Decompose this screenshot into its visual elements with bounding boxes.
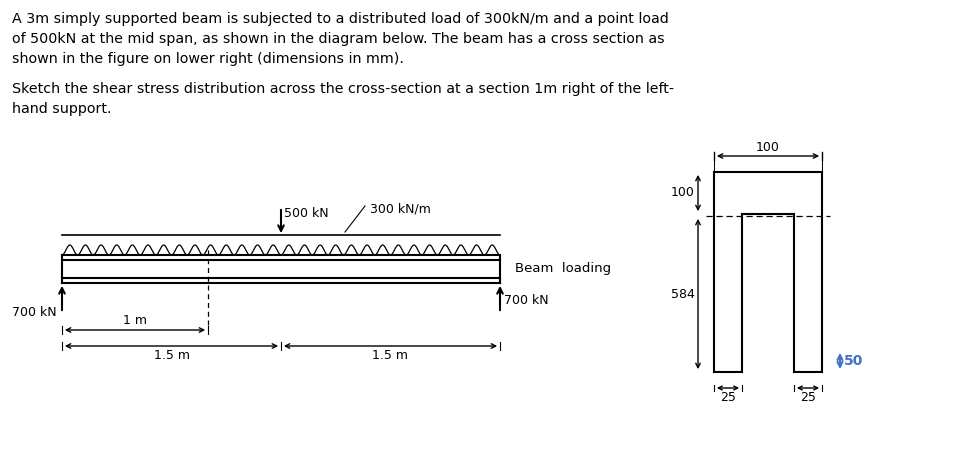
Text: 50: 50	[844, 354, 864, 368]
Text: 1 m: 1 m	[123, 314, 147, 327]
Text: Beam  loading: Beam loading	[515, 262, 611, 275]
Text: 500 kN: 500 kN	[284, 207, 329, 220]
Text: 300 kN/m: 300 kN/m	[370, 203, 431, 216]
Text: 700 kN: 700 kN	[13, 307, 57, 319]
Text: 25: 25	[720, 391, 736, 404]
Text: 100: 100	[756, 141, 780, 154]
Text: 25: 25	[800, 391, 816, 404]
Text: 1.5 m: 1.5 m	[372, 349, 408, 362]
Text: Sketch the shear stress distribution across the cross-section at a section 1m ri: Sketch the shear stress distribution acr…	[12, 82, 674, 116]
Text: 100: 100	[671, 187, 695, 199]
Text: 1.5 m: 1.5 m	[154, 349, 190, 362]
Text: A 3m simply supported beam is subjected to a distributed load of 300kN/m and a p: A 3m simply supported beam is subjected …	[12, 12, 669, 66]
Text: 584: 584	[671, 287, 695, 300]
Text: 700 kN: 700 kN	[504, 294, 548, 307]
